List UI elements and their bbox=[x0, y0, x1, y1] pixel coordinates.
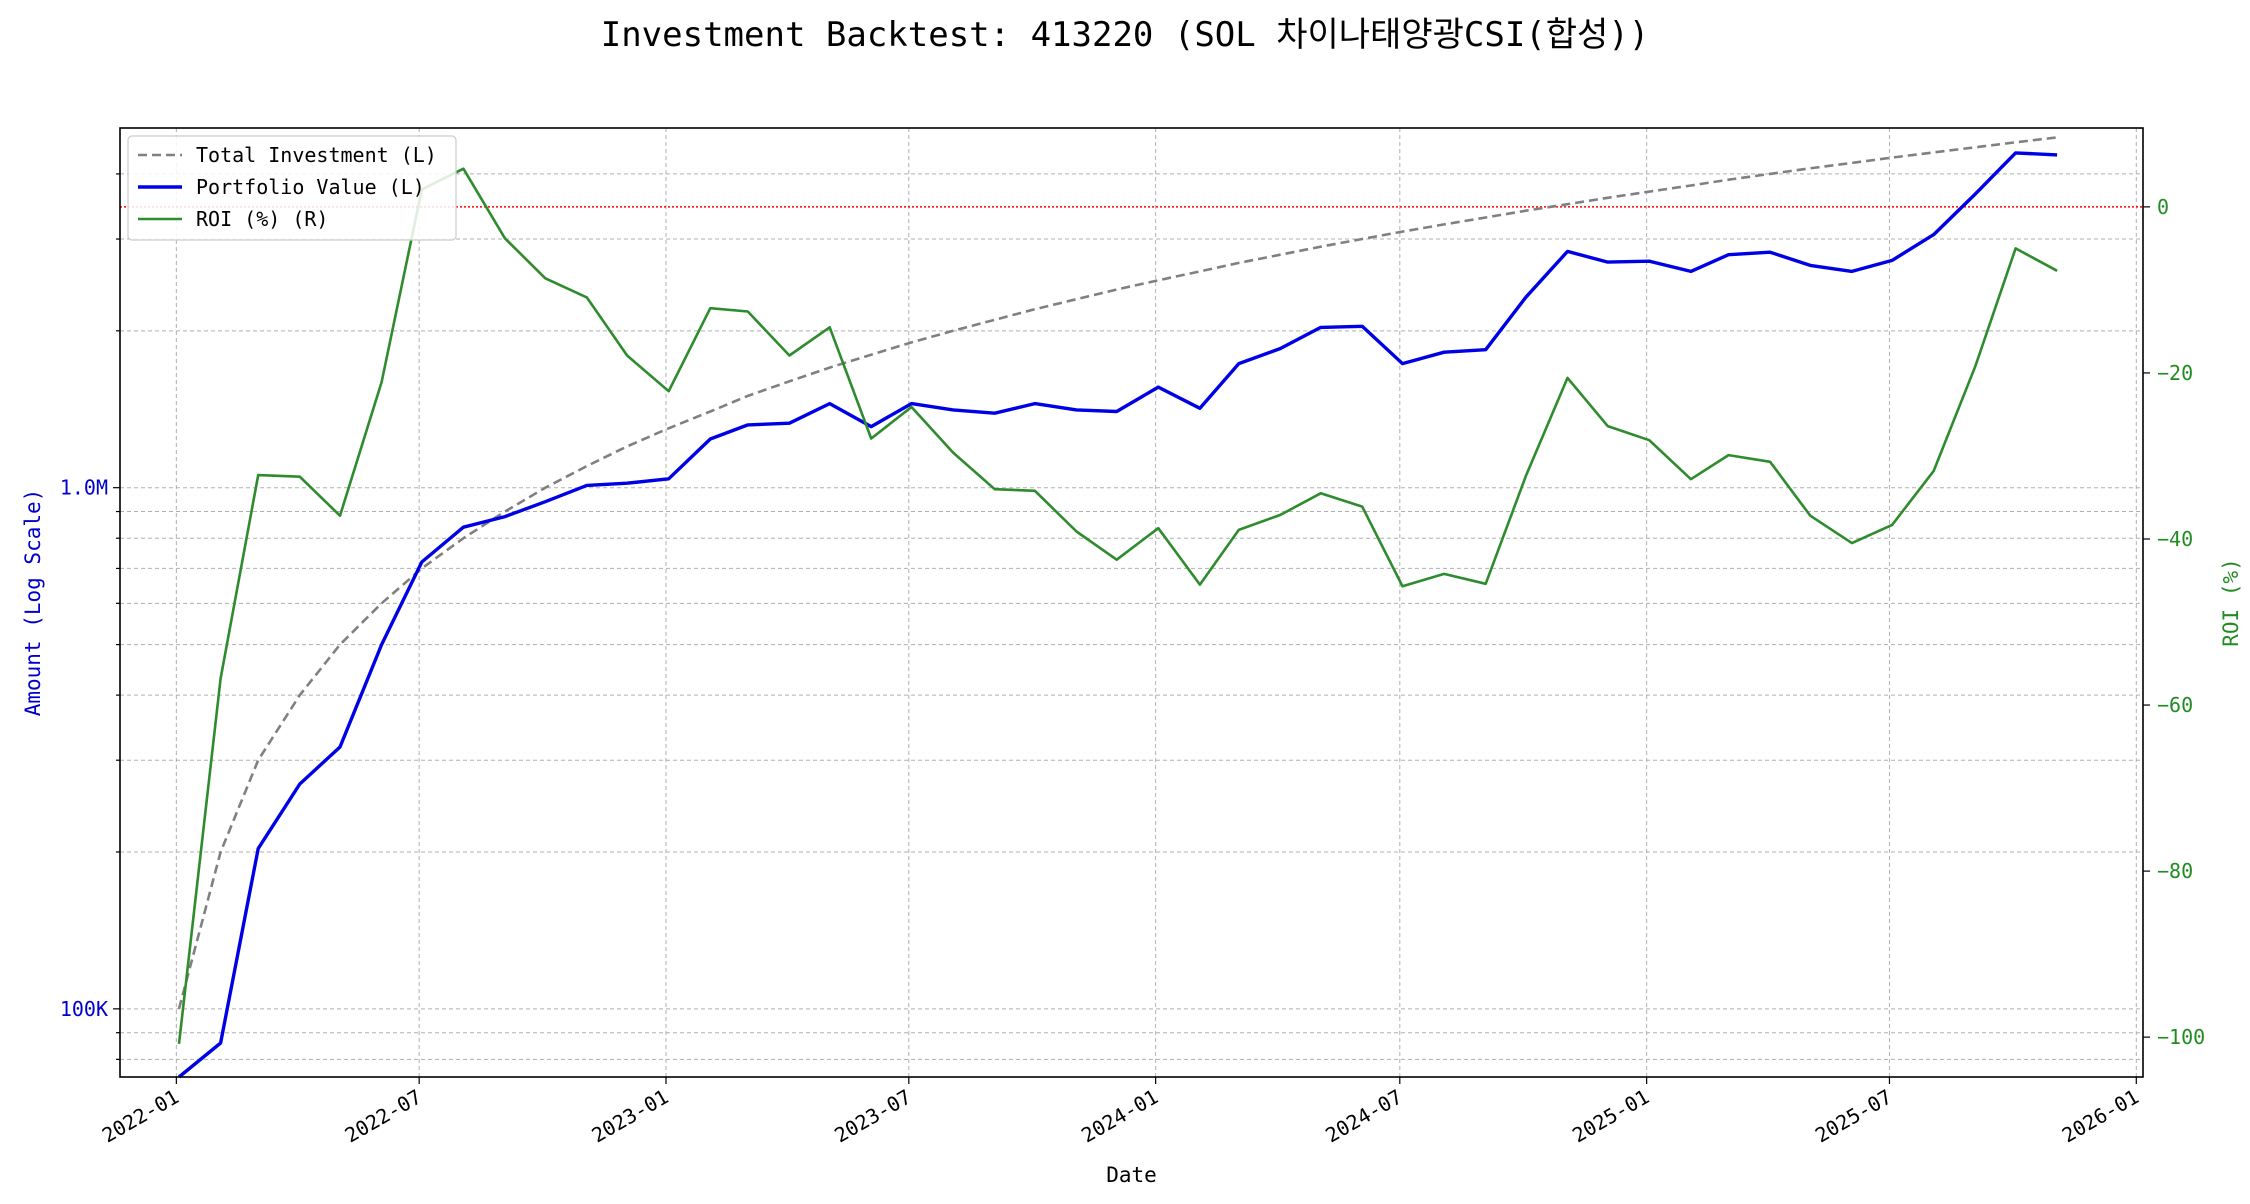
x-tick-label: 2024-01 bbox=[1077, 1085, 1162, 1148]
series-layer bbox=[177, 136, 2058, 1079]
right-tick-label: −20 bbox=[2157, 361, 2193, 385]
x-tick-label: 2022-07 bbox=[341, 1085, 426, 1148]
series-line-2 bbox=[177, 151, 2058, 1079]
plot-frame bbox=[119, 127, 2144, 1078]
x-tick-label: 2022-01 bbox=[98, 1085, 183, 1148]
x-tick-label: 2026-01 bbox=[2058, 1085, 2143, 1148]
legend-label-3: ROI (%) (R) bbox=[196, 207, 328, 231]
legend-label-1: Total Investment (L) bbox=[196, 143, 437, 167]
x-tick-label: 2025-07 bbox=[1811, 1085, 1896, 1148]
left-tick-label: 1.0M bbox=[60, 476, 108, 500]
right-tick-label: −100 bbox=[2157, 1025, 2205, 1049]
chart-title: Investment Backtest: 413220 (SOL 차이나태양광C… bbox=[601, 15, 1650, 55]
legend: Total Investment (L) Portfolio Value (L) R… bbox=[127, 135, 457, 241]
right-tick-label: −60 bbox=[2157, 693, 2193, 717]
series-line-1 bbox=[177, 136, 2058, 1010]
axis-layer: 100K 1.0M 0 −20 −40 −60 −80 −100 2022-01 2022-07 2… bbox=[60, 173, 2205, 1148]
x-tick-label: 2024-07 bbox=[1321, 1085, 1406, 1148]
legend-box bbox=[127, 135, 457, 241]
series-line-3 bbox=[177, 167, 2058, 1044]
right-y-axis-label: ROI (%) bbox=[2219, 558, 2243, 647]
left-y-axis-label: Amount (Log Scale) bbox=[21, 489, 45, 717]
right-tick-label: −80 bbox=[2157, 859, 2193, 883]
x-tick-label: 2023-07 bbox=[830, 1085, 915, 1148]
right-tick-label: 0 bbox=[2157, 195, 2169, 219]
left-tick-label: 100K bbox=[60, 997, 108, 1021]
right-tick-label: −40 bbox=[2157, 527, 2193, 551]
grid-layer bbox=[120, 128, 2143, 1077]
legend-label-2: Portfolio Value (L) bbox=[196, 175, 425, 199]
x-tick-label: 2025-01 bbox=[1568, 1085, 1653, 1148]
x-axis-label: Date bbox=[1106, 1163, 1157, 1187]
x-tick-label: 2023-01 bbox=[587, 1085, 672, 1148]
